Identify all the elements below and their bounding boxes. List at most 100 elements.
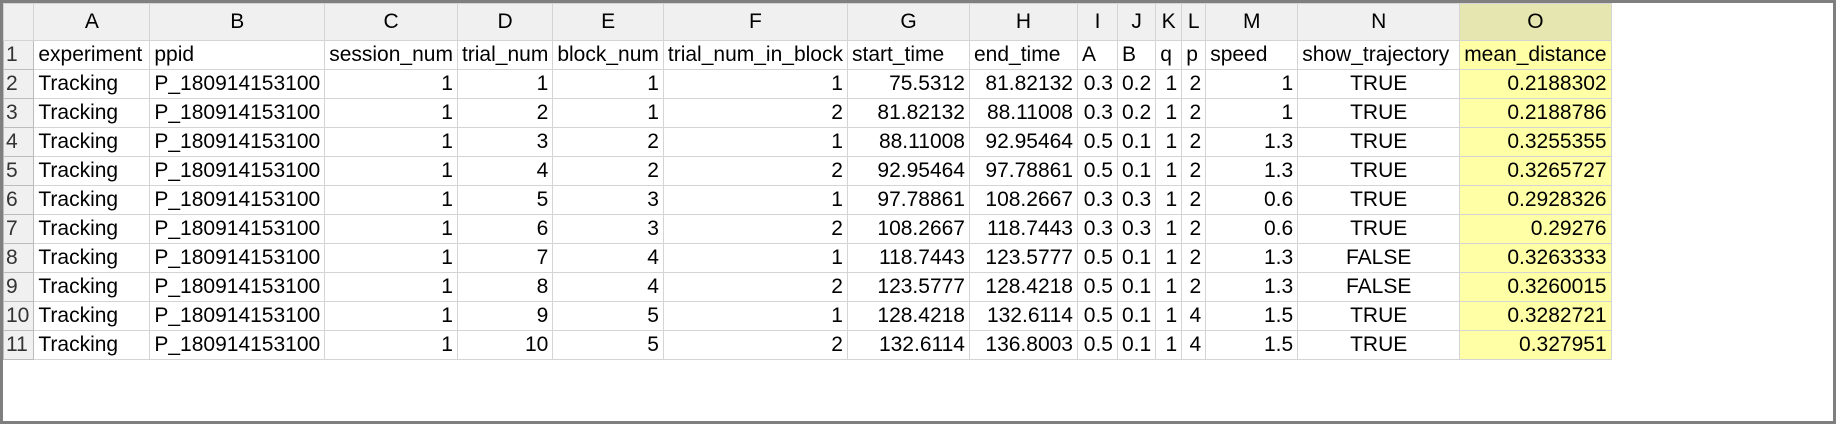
- cell[interactable]: 1: [324, 98, 458, 128]
- cell[interactable]: 2: [456, 98, 554, 128]
- cell[interactable]: q: [1155, 40, 1183, 70]
- cell[interactable]: P_180914153100: [149, 272, 326, 302]
- cell[interactable]: 1: [456, 69, 554, 99]
- cell[interactable]: P_180914153100: [149, 156, 326, 186]
- column-header[interactable]: I: [1076, 3, 1118, 41]
- cell[interactable]: 1: [1155, 330, 1183, 360]
- cell[interactable]: 0.3: [1116, 214, 1157, 244]
- cell[interactable]: 4: [552, 272, 664, 302]
- row-header[interactable]: 5: [3, 156, 35, 186]
- cell[interactable]: 132.6114: [968, 301, 1078, 331]
- cell[interactable]: TRUE: [1297, 301, 1461, 331]
- cell[interactable]: 1: [1155, 185, 1183, 215]
- cell[interactable]: p: [1181, 40, 1207, 70]
- cell[interactable]: Tracking: [33, 69, 151, 99]
- cell[interactable]: 118.7443: [968, 214, 1078, 244]
- cell[interactable]: 10: [456, 330, 554, 360]
- cell[interactable]: 1: [552, 69, 664, 99]
- cell[interactable]: 5: [552, 301, 664, 331]
- cell[interactable]: 1.3: [1205, 127, 1299, 157]
- column-header[interactable]: D: [456, 3, 554, 41]
- cell[interactable]: P_180914153100: [149, 243, 326, 273]
- cell[interactable]: 108.2667: [968, 185, 1078, 215]
- cell[interactable]: P_180914153100: [149, 127, 326, 157]
- cell[interactable]: Tracking: [33, 330, 151, 360]
- cell[interactable]: 2: [662, 330, 848, 360]
- cell[interactable]: 1: [324, 185, 458, 215]
- cell[interactable]: 1: [1155, 156, 1183, 186]
- cell[interactable]: 97.78861: [968, 156, 1078, 186]
- cell[interactable]: 2: [1181, 156, 1207, 186]
- cell[interactable]: TRUE: [1297, 98, 1461, 128]
- row-header[interactable]: 1: [3, 40, 35, 70]
- cell[interactable]: 2: [1181, 185, 1207, 215]
- cell[interactable]: 2: [552, 127, 664, 157]
- cell[interactable]: 1: [1155, 214, 1183, 244]
- cell[interactable]: 5: [456, 185, 554, 215]
- cell[interactable]: 0.3: [1116, 185, 1157, 215]
- cell[interactable]: 1: [1205, 98, 1299, 128]
- cell[interactable]: trial_num: [456, 40, 554, 70]
- cell[interactable]: 2: [662, 98, 848, 128]
- row-header[interactable]: 11: [3, 330, 35, 360]
- cell[interactable]: 92.95464: [846, 156, 970, 186]
- cell[interactable]: 1: [1155, 69, 1183, 99]
- column-header[interactable]: J: [1116, 3, 1157, 41]
- cell[interactable]: 0.2: [1116, 69, 1157, 99]
- cell[interactable]: 128.4218: [846, 301, 970, 331]
- column-header[interactable]: C: [324, 3, 458, 41]
- cell[interactable]: 7: [456, 243, 554, 273]
- cell[interactable]: 1: [324, 243, 458, 273]
- cell[interactable]: 108.2667: [846, 214, 970, 244]
- row-header[interactable]: 3: [3, 98, 35, 128]
- cell[interactable]: 0.5: [1076, 330, 1118, 360]
- cell[interactable]: 4: [456, 156, 554, 186]
- cell[interactable]: Tracking: [33, 127, 151, 157]
- cell[interactable]: TRUE: [1297, 214, 1461, 244]
- cell[interactable]: 3: [456, 127, 554, 157]
- cell[interactable]: trial_num_in_block: [662, 40, 848, 70]
- cell[interactable]: 2: [662, 214, 848, 244]
- cell[interactable]: show_trajectory: [1297, 40, 1461, 70]
- cell[interactable]: 2: [1181, 243, 1207, 273]
- cell[interactable]: 0.3263333: [1459, 243, 1612, 273]
- cell[interactable]: Tracking: [33, 301, 151, 331]
- cell[interactable]: 1: [1155, 243, 1183, 273]
- cell[interactable]: Tracking: [33, 243, 151, 273]
- cell[interactable]: 2: [1181, 69, 1207, 99]
- cell[interactable]: 0.2188302: [1459, 69, 1612, 99]
- row-header[interactable]: 4: [3, 127, 35, 157]
- cell[interactable]: TRUE: [1297, 156, 1461, 186]
- cell[interactable]: 0.6: [1205, 214, 1299, 244]
- cell[interactable]: 1: [662, 127, 848, 157]
- row-header[interactable]: 10: [3, 301, 35, 331]
- cell[interactable]: 0.5: [1076, 301, 1118, 331]
- cell[interactable]: 0.29276: [1459, 214, 1612, 244]
- column-header[interactable]: N: [1297, 3, 1461, 41]
- cell[interactable]: 1.5: [1205, 330, 1299, 360]
- cell[interactable]: Tracking: [33, 156, 151, 186]
- cell[interactable]: P_180914153100: [149, 301, 326, 331]
- cell[interactable]: ppid: [149, 40, 326, 70]
- cell[interactable]: 0.3: [1076, 185, 1118, 215]
- cell[interactable]: session_num: [324, 40, 458, 70]
- cell[interactable]: 6: [456, 214, 554, 244]
- column-header[interactable]: L: [1181, 3, 1207, 41]
- cell[interactable]: A: [1076, 40, 1118, 70]
- cell[interactable]: P_180914153100: [149, 214, 326, 244]
- select-all-corner[interactable]: [3, 3, 35, 41]
- cell[interactable]: 123.5777: [846, 272, 970, 302]
- cell[interactable]: 1: [1155, 98, 1183, 128]
- cell[interactable]: FALSE: [1297, 243, 1461, 273]
- cell[interactable]: P_180914153100: [149, 185, 326, 215]
- cell[interactable]: 1.5: [1205, 301, 1299, 331]
- cell[interactable]: 0.5: [1076, 156, 1118, 186]
- cell[interactable]: 0.3255355: [1459, 127, 1612, 157]
- cell[interactable]: 1: [662, 243, 848, 273]
- cell[interactable]: P_180914153100: [149, 98, 326, 128]
- cell[interactable]: 0.1: [1116, 156, 1157, 186]
- cell[interactable]: 2: [1181, 98, 1207, 128]
- column-header[interactable]: M: [1205, 3, 1299, 41]
- cell[interactable]: 0.1: [1116, 127, 1157, 157]
- column-header[interactable]: K: [1155, 3, 1183, 41]
